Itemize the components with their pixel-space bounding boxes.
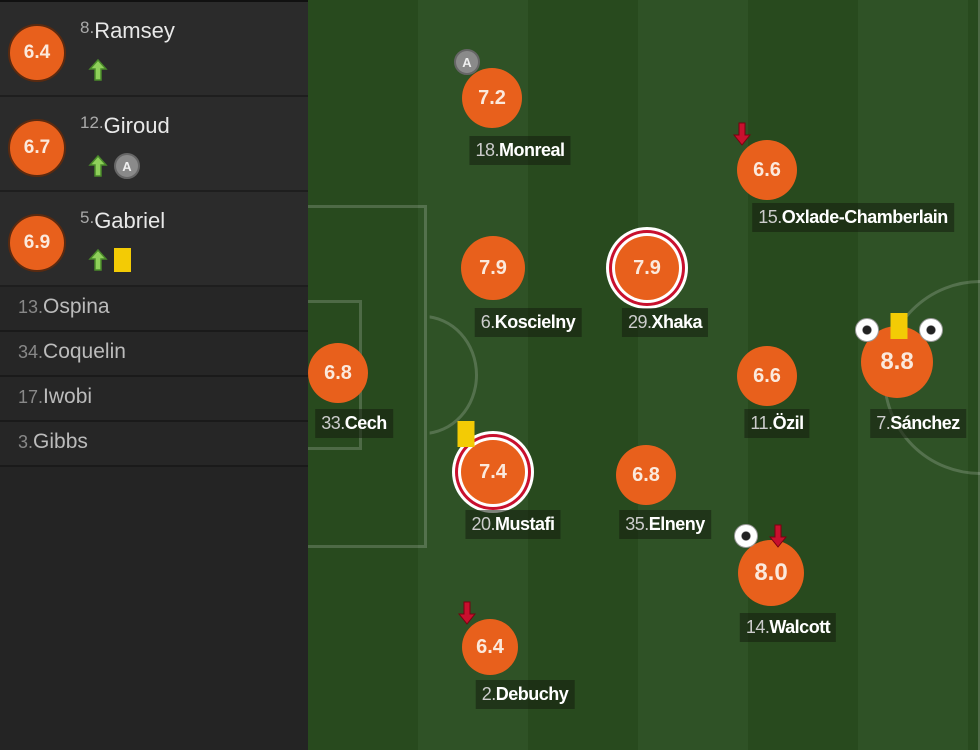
- player-name: Gibbs: [33, 430, 88, 453]
- player-rating: 7.2: [462, 68, 522, 128]
- player-rating: 6.7: [8, 119, 66, 177]
- player-label[interactable]: 6.Koscielny: [474, 308, 582, 337]
- player-number: 34.: [18, 342, 44, 362]
- player-number: 12.: [80, 113, 104, 132]
- player-name-text: Giroud: [103, 113, 170, 138]
- player-number: 6.: [480, 312, 496, 332]
- assist-icon: A: [454, 49, 480, 75]
- player-label[interactable]: 11.Özil: [744, 409, 810, 438]
- pitch-stripe: [638, 0, 748, 750]
- halfway-line: [978, 0, 980, 750]
- player-label[interactable]: 33.Cech: [315, 409, 393, 438]
- yellow-card-icon: [890, 313, 908, 339]
- player-number: 20.: [471, 514, 496, 534]
- substitute-row[interactable]: 6.9 5.Gabriel: [0, 192, 308, 287]
- player-number: 15.: [758, 207, 782, 227]
- player-rating: 7.9: [461, 236, 525, 300]
- player-label[interactable]: 18.Monreal: [469, 136, 571, 165]
- player-number: 29.: [627, 312, 652, 332]
- player-name: Xhaka: [651, 312, 703, 332]
- sub-in-arrow-icon: [88, 58, 108, 82]
- event-icons: [88, 58, 108, 82]
- player-name: Özil: [772, 413, 805, 433]
- player-number: 3.: [18, 432, 34, 452]
- player-name[interactable]: 12.Giroud: [80, 113, 170, 139]
- player-number: 14.: [745, 617, 770, 637]
- player-label[interactable]: 7.Sánchez: [870, 409, 966, 438]
- player-name: Monreal: [499, 140, 565, 160]
- player-number: 13.: [18, 297, 44, 317]
- sub-in-arrow-icon: [88, 154, 108, 178]
- player-name: Walcott: [769, 617, 831, 637]
- player-name: Ospina: [43, 295, 110, 318]
- player-number: 7.: [876, 413, 891, 433]
- player-name: Iwobi: [43, 385, 93, 408]
- player-label[interactable]: 20.Mustafi: [465, 510, 561, 539]
- substitute-row[interactable]: 6.7 12.Giroud A: [0, 97, 308, 192]
- pitch-stripe: [528, 0, 638, 750]
- penalty-box: [308, 205, 427, 548]
- player-name: Sánchez: [890, 413, 960, 433]
- player-number: 18.: [475, 140, 500, 160]
- bench-row[interactable]: 34.Coquelin: [0, 332, 308, 377]
- assist-icon: A: [114, 153, 140, 179]
- player-label[interactable]: 35.Elneny: [619, 510, 711, 539]
- player-rating: 6.4: [8, 24, 66, 82]
- player-name: Elneny: [648, 514, 706, 534]
- player-rating: 6.6: [737, 140, 797, 200]
- player-rating: 7.4: [461, 440, 525, 504]
- player-name: Debuchy: [495, 684, 569, 704]
- player-label[interactable]: 2.Debuchy: [475, 680, 575, 709]
- player-name-text: Ramsey: [94, 18, 175, 43]
- player-number: 17.: [18, 387, 44, 407]
- player-name-text: Gabriel: [94, 208, 166, 233]
- player-name: Koscielny: [494, 312, 576, 332]
- player-rating: 8.0: [738, 540, 804, 606]
- player-name: Cech: [344, 413, 388, 433]
- player-rating: 6.6: [737, 346, 797, 406]
- event-icons: A: [88, 153, 140, 179]
- bench-row[interactable]: 13.Ospina: [0, 287, 308, 332]
- player-rating: 6.4: [462, 619, 518, 675]
- player-name[interactable]: 8.Ramsey: [80, 18, 175, 44]
- sub-in-arrow-icon: [88, 248, 108, 272]
- pitch: 7.2 18.Monreal A 6.6 15.Oxlade-Chamberlain 7.…: [308, 0, 980, 750]
- yellow-card-icon: [457, 421, 475, 447]
- sub-out-arrow-icon: [768, 523, 788, 549]
- player-name: Mustafi: [495, 514, 555, 534]
- player-number: 33.: [321, 413, 345, 433]
- player-rating: 6.8: [616, 445, 676, 505]
- goal-ball-icon: [855, 318, 879, 342]
- event-icons: [88, 248, 131, 272]
- goal-ball-icon: [919, 318, 943, 342]
- player-number: 11.: [750, 413, 773, 433]
- player-number: 35.: [625, 514, 649, 534]
- player-number: 5.: [80, 208, 95, 227]
- goal-ball-icon: [734, 524, 758, 548]
- player-rating: 7.9: [615, 236, 679, 300]
- player-number: 2.: [481, 684, 497, 704]
- player-name: Oxlade-Chamberlain: [781, 207, 949, 227]
- yellow-card-icon: [114, 248, 131, 272]
- substitute-row[interactable]: 6.4 8.Ramsey: [0, 2, 308, 97]
- player-rating: 6.9: [8, 214, 66, 272]
- bench-row[interactable]: 3.Gibbs: [0, 422, 308, 467]
- sub-out-arrow-icon: [457, 600, 477, 626]
- player-name[interactable]: 5.Gabriel: [80, 208, 165, 234]
- player-label[interactable]: 15.Oxlade-Chamberlain: [752, 203, 954, 232]
- player-number: 8.: [80, 18, 95, 37]
- player-label[interactable]: 14.Walcott: [739, 613, 837, 642]
- substitutes-panel: 6.4 8.Ramsey 6.7 12.Giroud A 6.9 5.Gabriel 13.O…: [0, 0, 308, 750]
- bench-row[interactable]: 17.Iwobi: [0, 377, 308, 422]
- player-name: Coquelin: [43, 340, 126, 363]
- sub-out-arrow-icon: [732, 121, 752, 147]
- player-rating: 6.8: [308, 343, 368, 403]
- player-label[interactable]: 29.Xhaka: [621, 308, 709, 337]
